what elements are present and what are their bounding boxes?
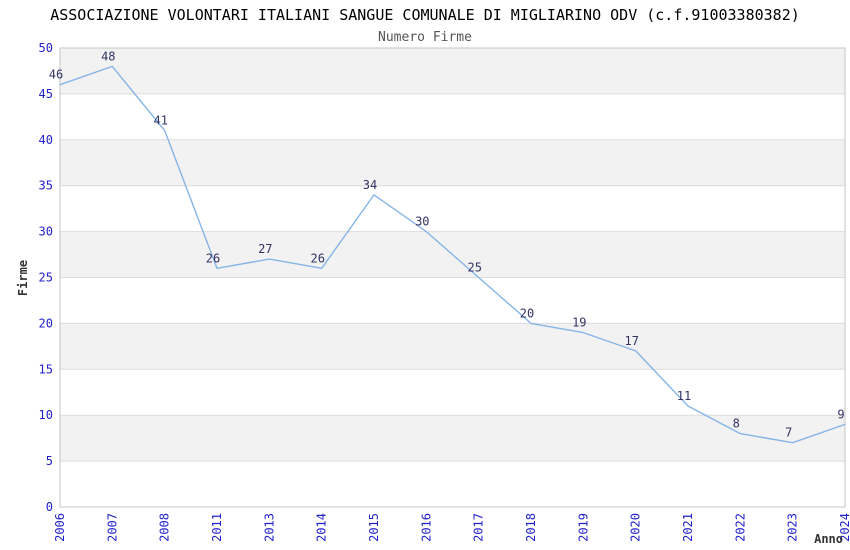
x-tick-label: 2020 [629, 513, 643, 542]
x-tick-label: 2014 [315, 513, 329, 542]
plot-band [60, 277, 845, 324]
y-tick-label: 40 [39, 133, 53, 147]
plot-band [60, 461, 845, 507]
data-label: 8 [733, 417, 740, 431]
x-tick-label: 2013 [262, 513, 276, 542]
x-axis-title: Anno [814, 532, 843, 546]
plot-band [60, 185, 845, 232]
data-label: 34 [363, 178, 377, 192]
x-tick-label: 2022 [733, 513, 747, 542]
data-labels-layer: 46 48 41 26 27 26 34 30 25 20 19 17 11 8 7 9 [49, 49, 845, 439]
x-tick-label: 2008 [158, 513, 172, 542]
x-tick-label: 2021 [681, 513, 695, 542]
x-tick-label: 2006 [53, 513, 67, 542]
chart-subtitle: Numero Firme [378, 30, 472, 45]
data-label: 17 [624, 334, 638, 348]
x-tick-label: 2024 [838, 513, 850, 542]
x-tick-label: 2017 [472, 513, 486, 542]
y-tick-label: 50 [39, 41, 53, 55]
y-tick-label: 0 [46, 500, 53, 514]
x-tick-label: 2018 [524, 513, 538, 542]
x-tick-label: 2019 [576, 513, 590, 542]
series-line [59, 65, 846, 444]
x-tick-label: 2015 [367, 513, 381, 542]
data-label: 25 [467, 261, 481, 275]
series-layer [59, 65, 846, 444]
plot-band [60, 415, 845, 462]
y-tick-label: 25 [39, 271, 53, 285]
y-tick-label: 20 [39, 316, 53, 330]
plot-band [60, 369, 845, 416]
y-tick-label: 30 [39, 225, 53, 239]
data-label: 11 [677, 389, 691, 403]
plot-border [59, 47, 846, 508]
y-tick-label: 15 [39, 362, 53, 376]
y-tick-label: 45 [39, 87, 53, 101]
plot-band [60, 93, 845, 140]
data-label: 30 [415, 215, 429, 229]
data-label: 26 [310, 251, 324, 265]
data-label: 48 [101, 49, 115, 63]
data-label: 26 [206, 251, 220, 265]
chart-title: ASSOCIAZIONE VOLONTARI ITALIANI SANGUE C… [50, 6, 800, 24]
data-label: 41 [153, 114, 167, 128]
data-label: 46 [49, 68, 63, 82]
y-tick-label: 5 [46, 454, 53, 468]
plot-band [60, 323, 845, 370]
data-label: 19 [572, 316, 586, 330]
data-label: 7 [785, 426, 792, 440]
data-label: 27 [258, 242, 272, 256]
plot-band [60, 48, 845, 94]
plot-band [60, 139, 845, 186]
data-label: 20 [520, 306, 534, 320]
x-axis-ticks: 2006 2007 2008 2011 2013 2014 2015 2016 2017 2018… [53, 513, 850, 542]
y-axis-ticks: 0 5 10 15 20 25 30 35 40 45 50 [39, 41, 53, 514]
x-tick-label: 2011 [210, 513, 224, 542]
y-tick-label: 10 [39, 408, 53, 422]
x-tick-label: 2016 [419, 513, 433, 542]
y-tick-label: 35 [39, 179, 53, 193]
y-axis-title: Firme [16, 260, 30, 296]
data-label: 9 [837, 407, 844, 421]
x-tick-label: 2007 [105, 513, 119, 542]
x-tick-label: 2023 [786, 513, 800, 542]
